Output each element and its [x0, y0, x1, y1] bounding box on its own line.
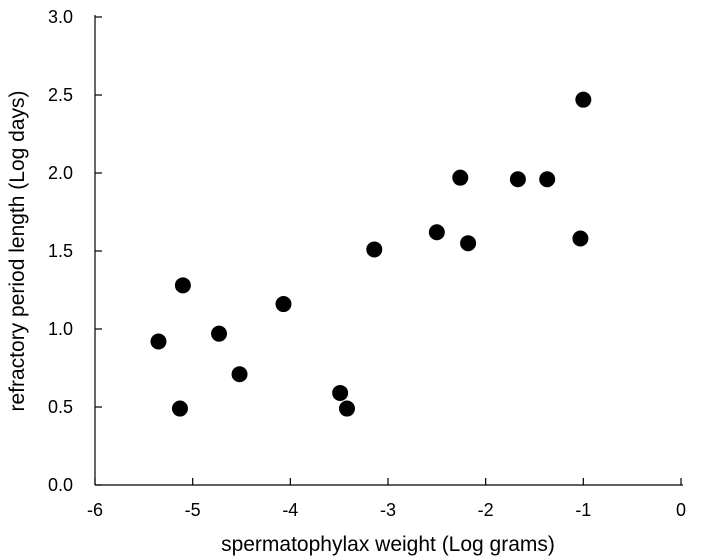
y-tick-label: 3.0: [48, 7, 73, 27]
data-point: [211, 325, 228, 342]
data-point: [460, 235, 477, 252]
x-tick-label: -6: [87, 500, 103, 520]
x-tick-label: 0: [676, 500, 686, 520]
y-tick-label: 2.0: [48, 163, 73, 183]
y-tick-label: 1.5: [48, 241, 73, 261]
y-tick-label: 1.0: [48, 319, 73, 339]
data-point: [452, 169, 469, 186]
data-point: [575, 91, 592, 108]
y-axis-ticks: 0.0 0.5 1.0 1.5 2.0 2.5 3.0: [48, 7, 102, 495]
data-point: [539, 171, 556, 188]
y-tick-label: 2.5: [48, 85, 73, 105]
data-point: [509, 171, 526, 188]
y-tick-label: 0.5: [48, 397, 73, 417]
x-tick-label: -4: [282, 500, 298, 520]
x-tick-label: -2: [478, 500, 494, 520]
x-tick-label: -1: [575, 500, 591, 520]
data-point: [366, 241, 383, 258]
data-point: [231, 366, 248, 383]
data-point: [275, 296, 292, 313]
data-points: [150, 91, 592, 417]
x-tick-label: -5: [185, 500, 201, 520]
data-point: [332, 384, 349, 401]
data-point: [428, 224, 445, 241]
y-axis-title: refractory period length (Log days): [6, 91, 29, 412]
data-point: [572, 230, 589, 247]
data-point: [174, 277, 191, 294]
x-tick-label: -3: [380, 500, 396, 520]
x-axis-ticks: -6 -5 -4 -3 -2 -1 0: [87, 478, 686, 520]
data-point: [150, 333, 167, 350]
y-tick-label: 0.0: [48, 475, 73, 495]
data-point: [171, 400, 188, 417]
data-point: [338, 400, 355, 417]
x-axis-title: spermatophylax weight (Log grams): [221, 533, 555, 556]
